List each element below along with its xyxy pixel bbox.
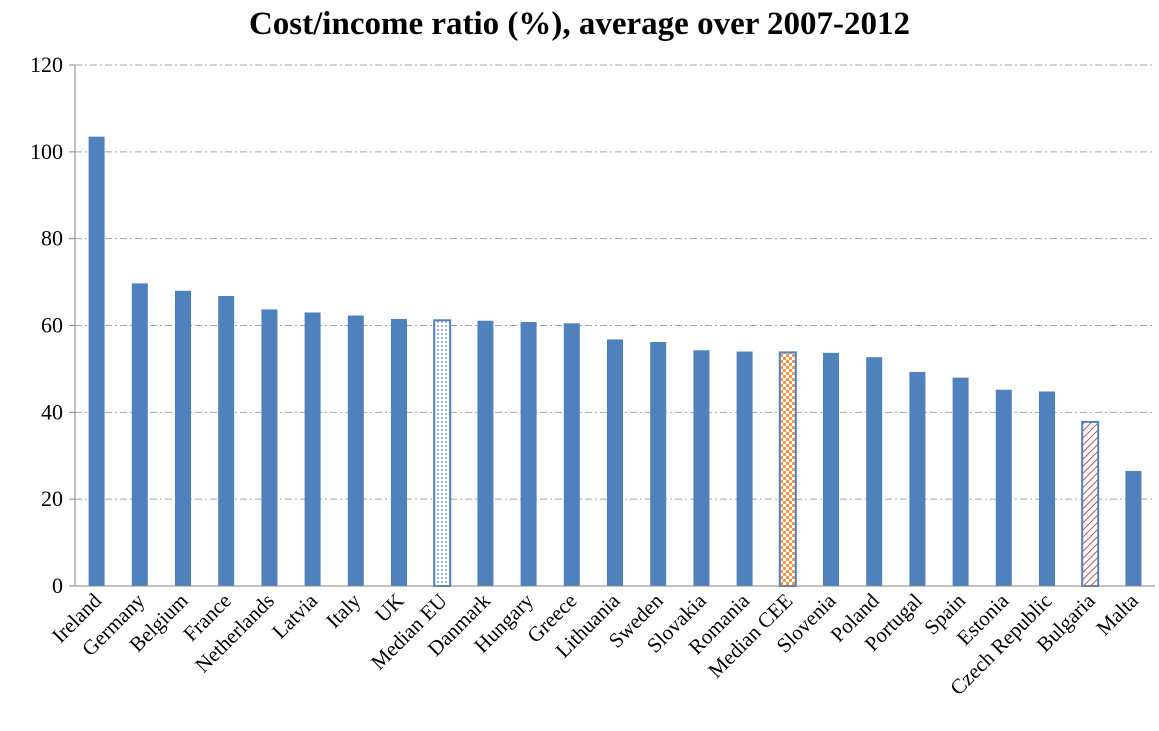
bar-bulgaria: [1081, 420, 1100, 588]
bar-slovenia: [823, 352, 839, 586]
chart-title: Cost/income ratio (%), average over 2007…: [248, 6, 911, 42]
bar-greece: [563, 323, 580, 586]
x-tick-label: Italy: [321, 588, 366, 633]
bar-portugal: [909, 371, 926, 586]
bar-median-eu: [433, 319, 452, 587]
bar-hungary: [520, 322, 537, 586]
bar-slovakia: [693, 350, 710, 586]
bar-spain: [952, 377, 969, 586]
bar-median-cee: [778, 351, 797, 587]
bar-romania: [736, 351, 753, 586]
bar-france: [218, 295, 235, 586]
y-tick-label: 100: [30, 139, 63, 164]
y-tick-label: 60: [41, 313, 63, 338]
bar-sweden: [650, 341, 667, 586]
y-tick-label: 120: [30, 52, 63, 77]
bar-malta: [1125, 470, 1142, 586]
bar-germany: [131, 283, 148, 586]
y-tick-label: 40: [41, 399, 63, 424]
bar-poland: [866, 357, 883, 586]
bar-lithuania: [607, 339, 623, 586]
bar-netherlands: [261, 309, 278, 586]
bar-uk: [391, 318, 407, 586]
bar-estonia: [995, 389, 1012, 586]
bar-italy: [347, 315, 364, 586]
y-tick-label: 80: [41, 226, 63, 251]
bar-latvia: [304, 312, 321, 586]
bar-belgium: [175, 290, 191, 586]
y-tick-label: 0: [52, 573, 63, 598]
bar-ireland: [88, 136, 105, 586]
y-tick-label: 20: [41, 486, 63, 511]
x-tick-label: Latvia: [267, 588, 322, 643]
bar-danmark: [477, 320, 494, 586]
x-tick-label: Malta: [1091, 588, 1143, 640]
bar-czech-republic: [1039, 391, 1055, 586]
